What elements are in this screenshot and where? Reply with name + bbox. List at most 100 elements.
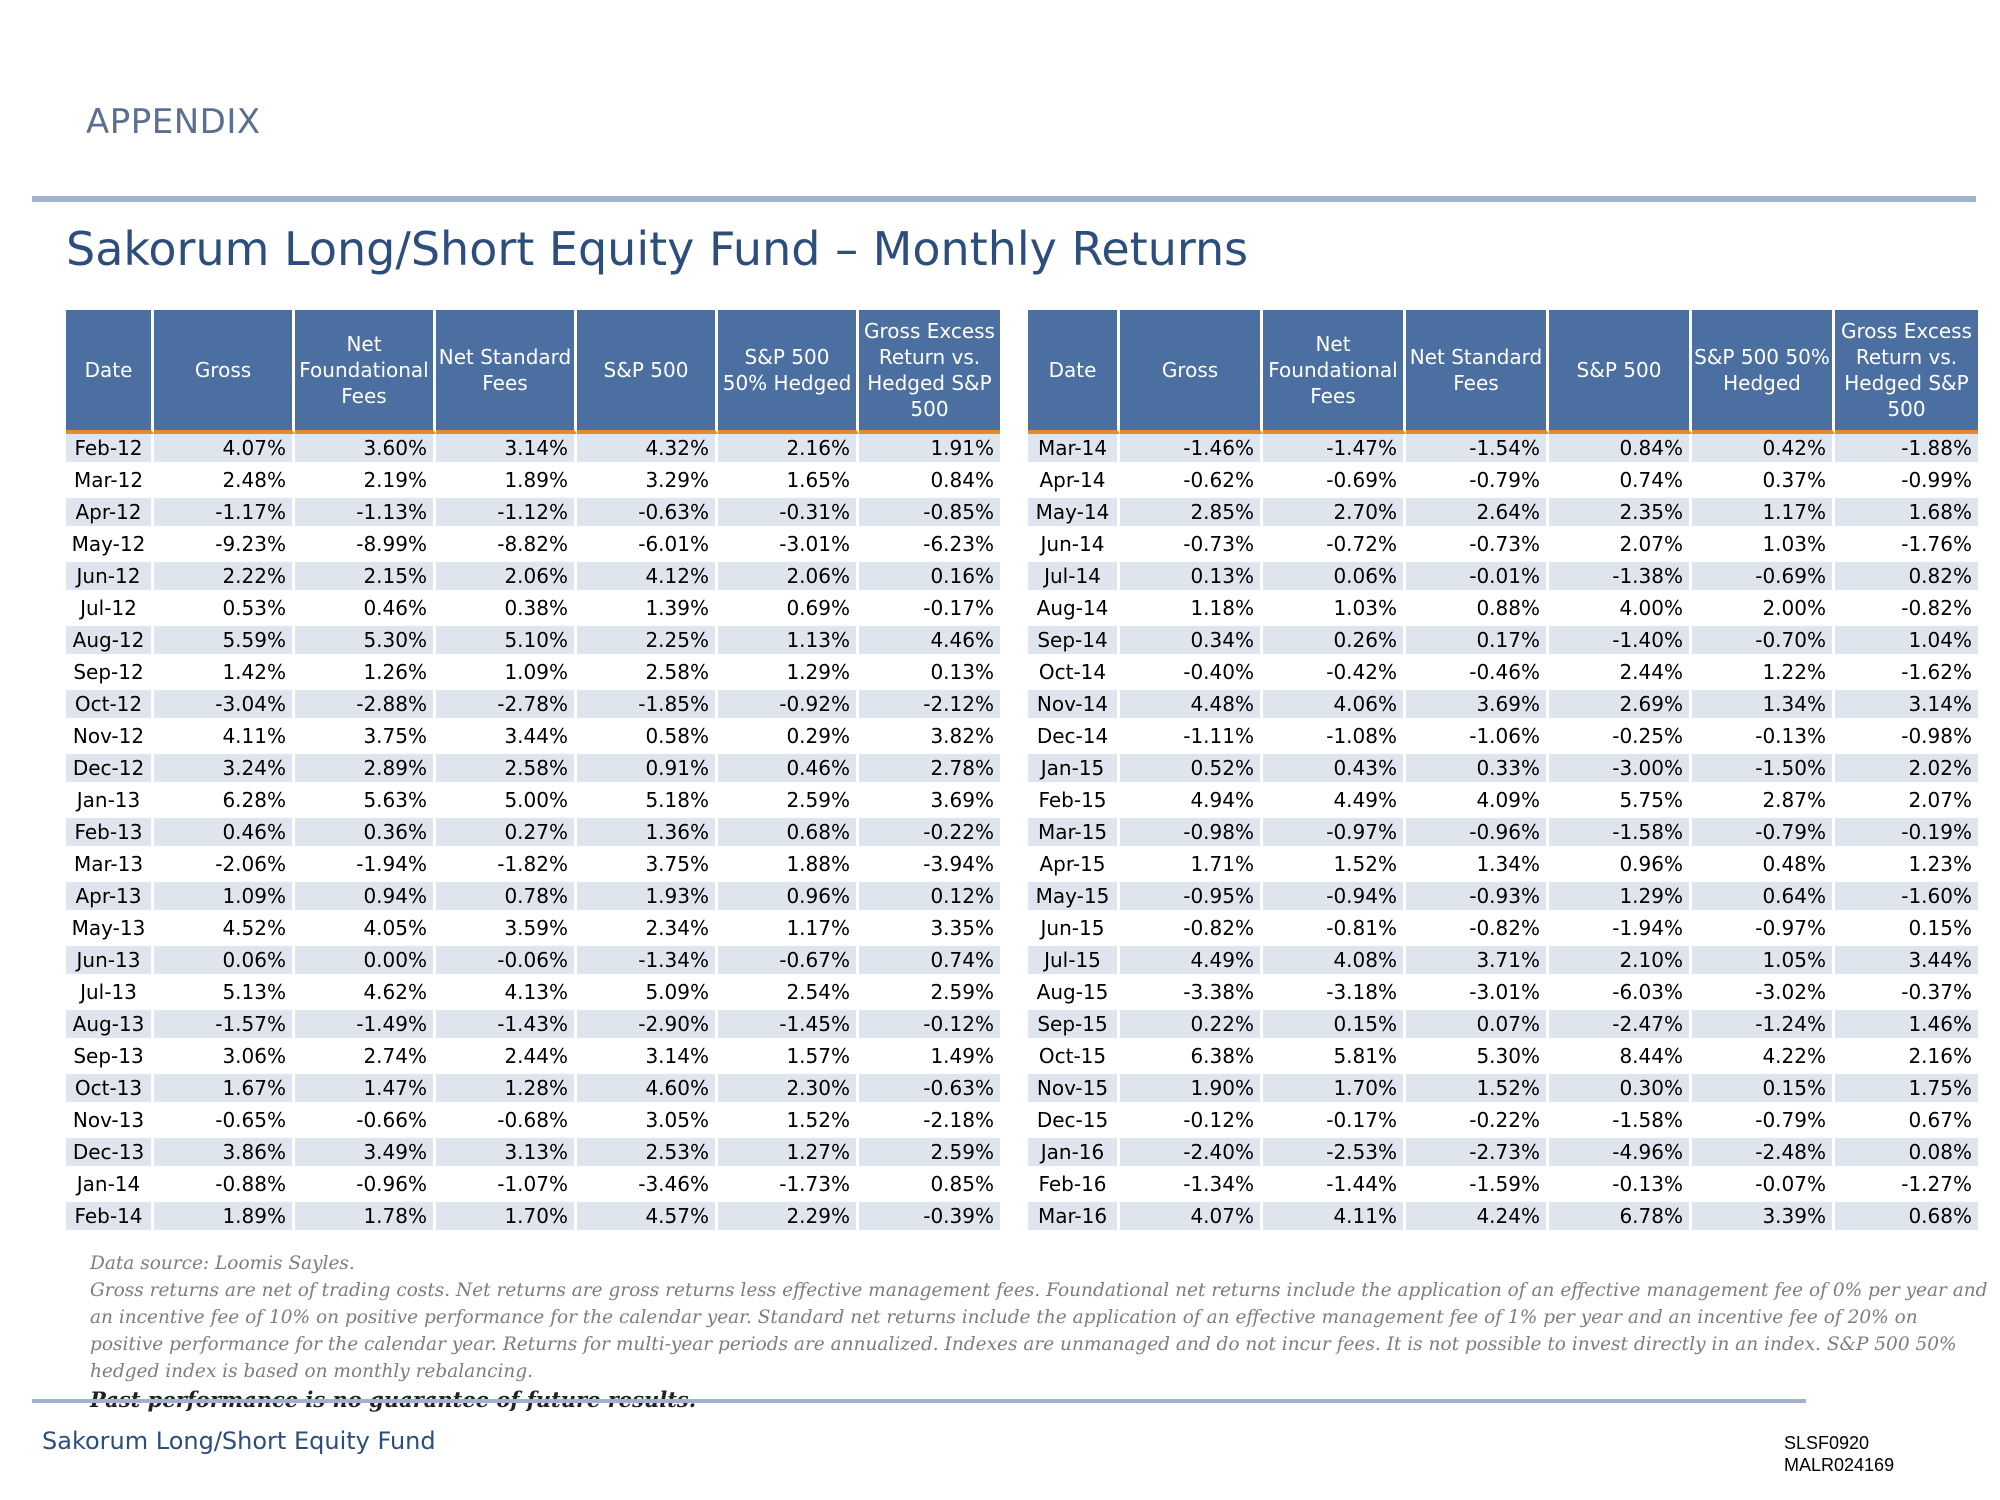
table-row: Feb-15 4.94% 4.49% 4.09% 5.75% 2.87% 2.07% [1028, 786, 1978, 818]
value-cell: -0.82% [1835, 594, 1978, 626]
value-cell: 3.05% [577, 1106, 718, 1138]
date-cell: May-13 [66, 914, 154, 946]
value-cell: 4.08% [1263, 946, 1406, 978]
returns-table-right: Date Gross Net Foundational Fees Net Sta… [1028, 310, 1978, 1234]
value-cell: 3.44% [436, 722, 577, 754]
value-cell: 4.94% [1120, 786, 1263, 818]
value-cell: 1.57% [718, 1042, 859, 1074]
value-cell: -0.94% [1263, 882, 1406, 914]
value-cell: 3.29% [577, 466, 718, 498]
value-cell: -2.48% [1692, 1138, 1835, 1170]
value-cell: -2.53% [1263, 1138, 1406, 1170]
value-cell: 0.08% [1835, 1138, 1978, 1170]
date-cell: Dec-12 [66, 754, 154, 786]
value-cell: 2.85% [1120, 498, 1263, 530]
value-cell: 0.42% [1692, 434, 1835, 466]
table-row: May-15 -0.95% -0.94% -0.93% 1.29% 0.64% -1.60% [1028, 882, 1978, 914]
table-row: Apr-12 -1.17% -1.13% -1.12% -0.63% -0.31% -0.8… [66, 498, 1000, 530]
value-cell: 4.12% [577, 562, 718, 594]
value-cell: 2.02% [1835, 754, 1978, 786]
value-cell: -0.63% [577, 498, 718, 530]
value-cell: -1.11% [1120, 722, 1263, 754]
data-source-note: Data source: Loomis Sayles. [90, 1253, 355, 1274]
date-cell: Apr-15 [1028, 850, 1120, 882]
value-cell: -0.73% [1406, 530, 1549, 562]
value-cell: -1.85% [577, 690, 718, 722]
value-cell: 4.05% [295, 914, 436, 946]
value-cell: 4.22% [1692, 1042, 1835, 1074]
value-cell: 3.44% [1835, 946, 1978, 978]
value-cell: -0.42% [1263, 658, 1406, 690]
table-row: Oct-15 6.38% 5.81% 5.30% 8.44% 4.22% 2.16% [1028, 1042, 1978, 1074]
date-cell: Sep-15 [1028, 1010, 1120, 1042]
value-cell: -0.68% [436, 1106, 577, 1138]
value-cell: -0.17% [859, 594, 1000, 626]
value-cell: -2.06% [154, 850, 295, 882]
value-cell: -0.88% [154, 1170, 295, 1202]
value-cell: 2.10% [1549, 946, 1692, 978]
value-cell: 2.15% [295, 562, 436, 594]
value-cell: -0.31% [718, 498, 859, 530]
table-row: Dec-14 -1.11% -1.08% -1.06% -0.25% -0.13% -0.9… [1028, 722, 1978, 754]
value-cell: -1.82% [436, 850, 577, 882]
value-cell: 1.42% [154, 658, 295, 690]
table-row: Dec-13 3.86% 3.49% 3.13% 2.53% 1.27% 2.59% [66, 1138, 1000, 1170]
table-row: Jun-13 0.06% 0.00% -0.06% -1.34% -0.67% 0.74% [66, 946, 1000, 978]
value-cell: 0.12% [859, 882, 1000, 914]
value-cell: 1.90% [1120, 1074, 1263, 1106]
value-cell: -0.99% [1835, 466, 1978, 498]
value-cell: -3.04% [154, 690, 295, 722]
value-cell: 2.64% [1406, 498, 1549, 530]
value-cell: 0.13% [859, 658, 1000, 690]
table-row: Feb-13 0.46% 0.36% 0.27% 1.36% 0.68% -0.22% [66, 818, 1000, 850]
date-cell: May-14 [1028, 498, 1120, 530]
value-cell: -1.43% [436, 1010, 577, 1042]
value-cell: -1.94% [295, 850, 436, 882]
value-cell: 2.35% [1549, 498, 1692, 530]
value-cell: -0.98% [1120, 818, 1263, 850]
col-header-sp500: S&P 500 [1549, 310, 1692, 434]
value-cell: -0.82% [1406, 914, 1549, 946]
date-cell: Nov-13 [66, 1106, 154, 1138]
date-cell: Feb-14 [66, 1202, 154, 1234]
value-cell: 1.05% [1692, 946, 1835, 978]
value-cell: 2.44% [1549, 658, 1692, 690]
table-row: Nov-13 -0.65% -0.66% -0.68% 3.05% 1.52% -2.18% [66, 1106, 1000, 1138]
value-cell: 3.69% [859, 786, 1000, 818]
value-cell: 0.82% [1835, 562, 1978, 594]
value-cell: -1.27% [1835, 1170, 1978, 1202]
table-row: Jul-12 0.53% 0.46% 0.38% 1.39% 0.69% -0.17% [66, 594, 1000, 626]
value-cell: 0.64% [1692, 882, 1835, 914]
table-row: Aug-14 1.18% 1.03% 0.88% 4.00% 2.00% -0.82% [1028, 594, 1978, 626]
value-cell: 1.89% [154, 1202, 295, 1234]
value-cell: -0.67% [718, 946, 859, 978]
value-cell: 3.35% [859, 914, 1000, 946]
value-cell: 0.52% [1120, 754, 1263, 786]
value-cell: -0.63% [859, 1074, 1000, 1106]
value-cell: 1.71% [1120, 850, 1263, 882]
date-cell: Feb-12 [66, 434, 154, 466]
table-row: Dec-15 -0.12% -0.17% -0.22% -1.58% -0.79% 0.67… [1028, 1106, 1978, 1138]
value-cell: 2.89% [295, 754, 436, 786]
col-header-sp500-hedged: S&P 500 50% Hedged [718, 310, 859, 434]
value-cell: 2.74% [295, 1042, 436, 1074]
value-cell: -0.97% [1263, 818, 1406, 850]
value-cell: 2.69% [1549, 690, 1692, 722]
table-row: Oct-12 -3.04% -2.88% -2.78% -1.85% -0.92% -2.1… [66, 690, 1000, 722]
value-cell: -0.22% [1406, 1106, 1549, 1138]
date-cell: Feb-13 [66, 818, 154, 850]
value-cell: 1.52% [1406, 1074, 1549, 1106]
value-cell: 0.58% [577, 722, 718, 754]
header-row: Date Gross Net Foundational Fees Net Sta… [66, 310, 1000, 434]
value-cell: -0.96% [295, 1170, 436, 1202]
value-cell: 2.07% [1549, 530, 1692, 562]
value-cell: -3.00% [1549, 754, 1692, 786]
date-cell: Dec-15 [1028, 1106, 1120, 1138]
value-cell: 0.07% [1406, 1010, 1549, 1042]
value-cell: 2.44% [436, 1042, 577, 1074]
value-cell: -0.95% [1120, 882, 1263, 914]
value-cell: 0.38% [436, 594, 577, 626]
value-cell: -1.24% [1692, 1010, 1835, 1042]
value-cell: -6.23% [859, 530, 1000, 562]
value-cell: 1.67% [154, 1074, 295, 1106]
